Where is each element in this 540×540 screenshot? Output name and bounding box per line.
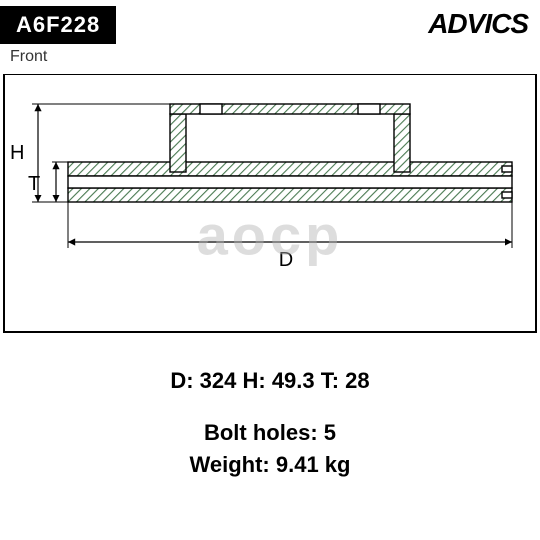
- part-number-badge: A6F228: [0, 6, 116, 44]
- header: A6F228 ADVICS: [0, 0, 540, 44]
- rotor-cross-section-svg: HT D: [0, 74, 540, 334]
- brand-logo: ADVICS: [428, 6, 528, 40]
- spec-weight: Weight: 9.41 kg: [0, 452, 540, 478]
- position-label: Front: [10, 48, 47, 66]
- svg-text:T: T: [28, 173, 40, 195]
- spec-bolt-holes: Bolt holes: 5: [0, 420, 540, 446]
- technical-diagram: HT D: [0, 74, 540, 334]
- svg-text:H: H: [10, 142, 24, 164]
- spec-dimensions: D: 324 H: 49.3 T: 28: [0, 368, 540, 394]
- svg-text:D: D: [279, 249, 293, 271]
